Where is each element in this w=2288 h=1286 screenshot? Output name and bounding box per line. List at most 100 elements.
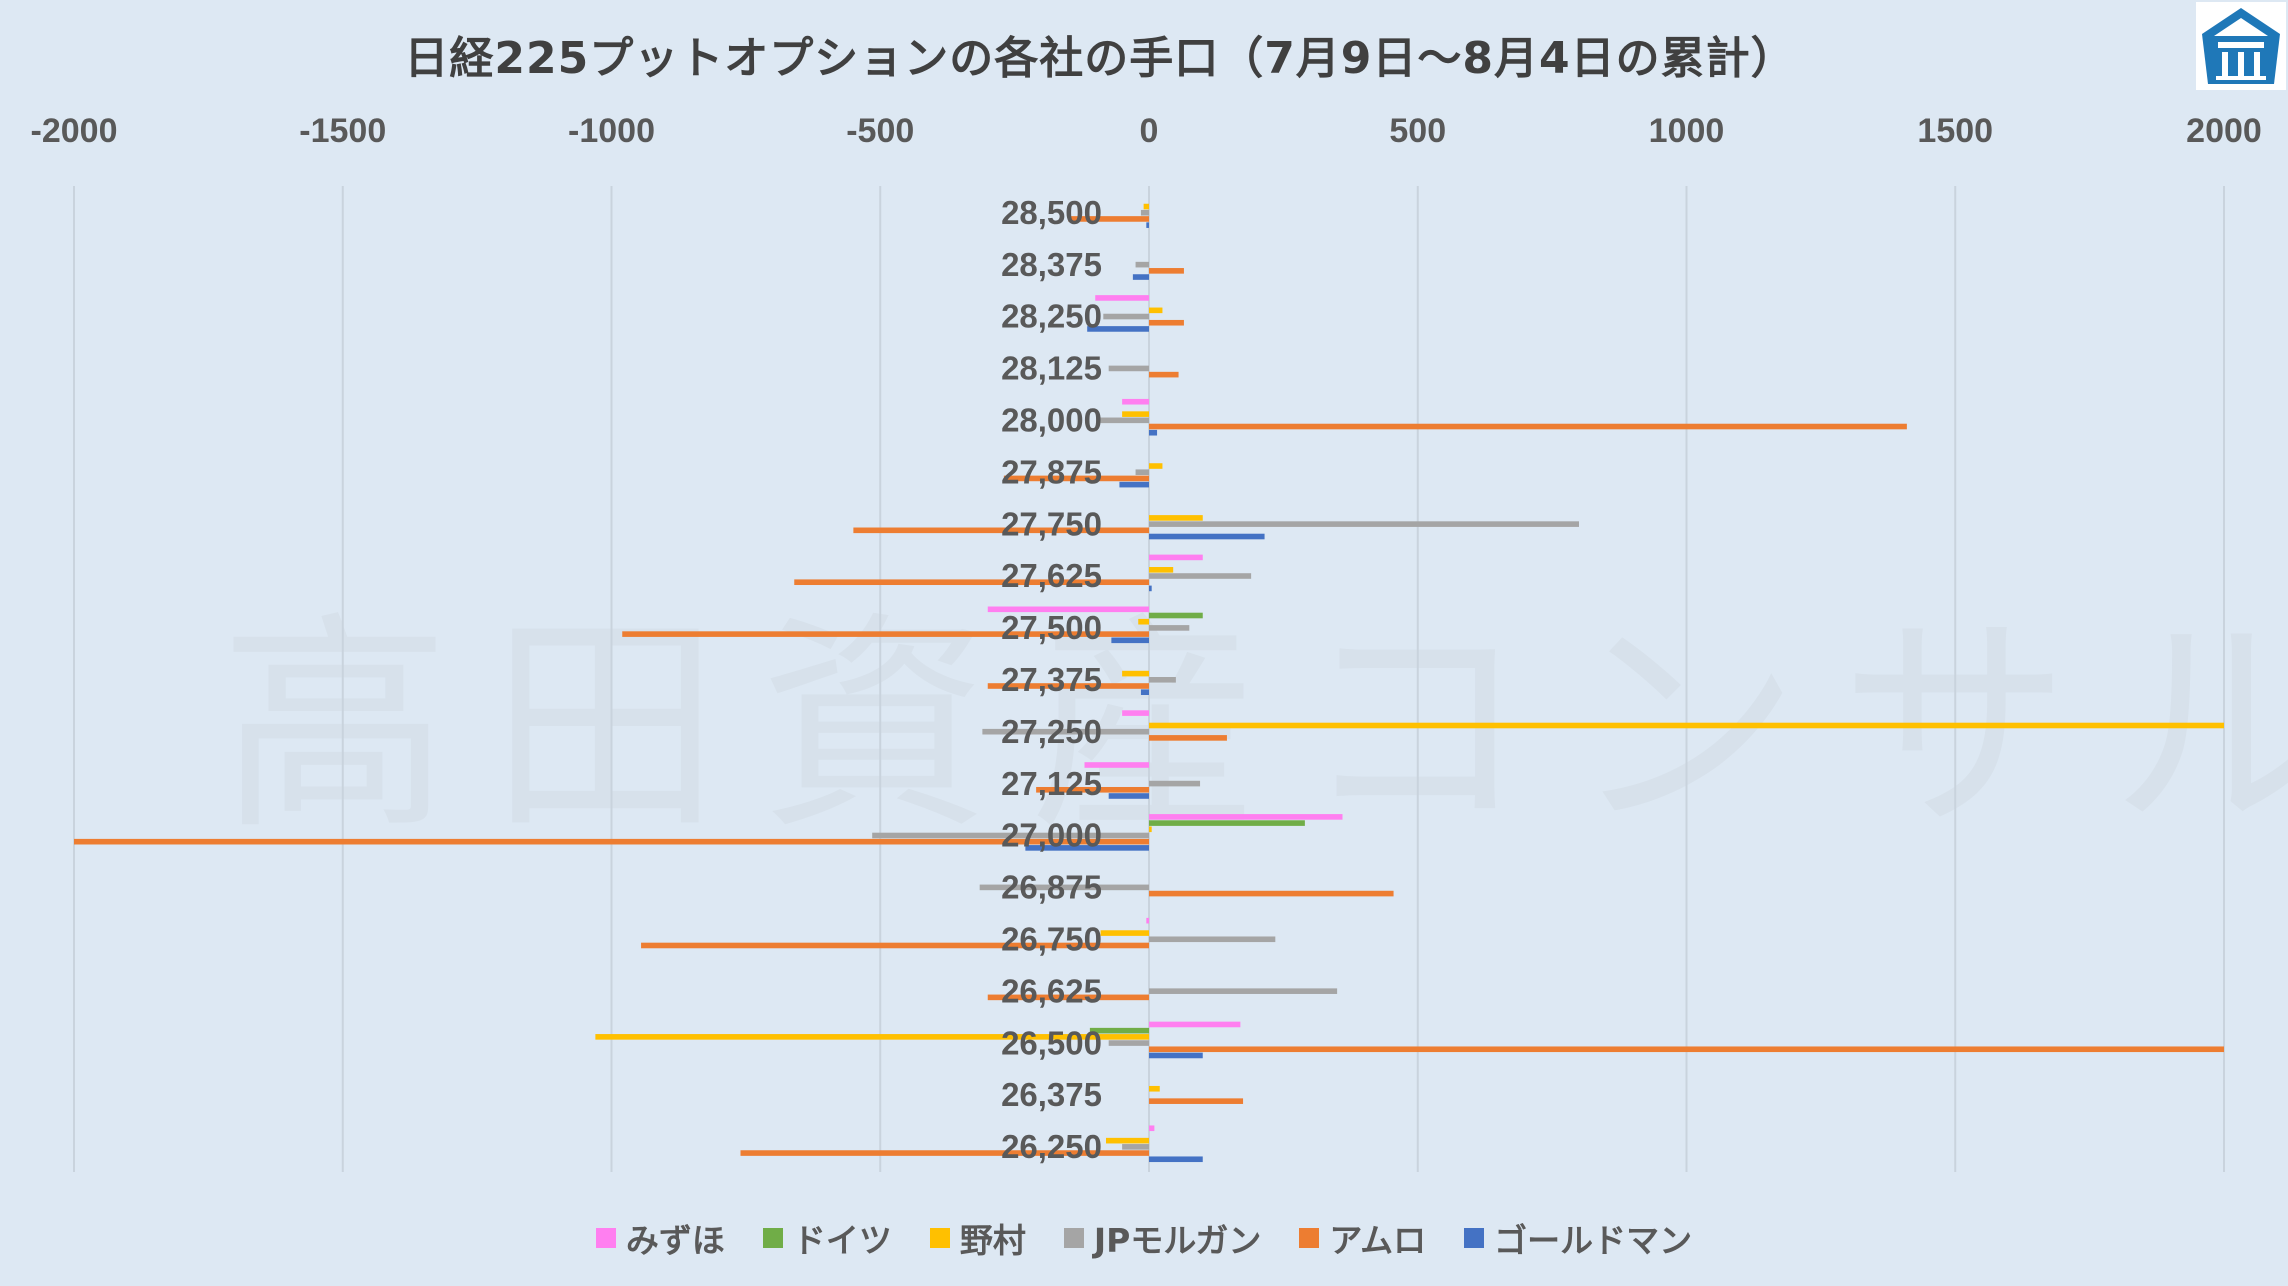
bar: [1149, 1125, 1155, 1132]
bar: [1149, 1052, 1203, 1059]
legend: みずほ ドイツ 野村 JPモルガン アムロ ゴールドマン: [0, 1214, 2288, 1262]
bar: [1132, 274, 1149, 280]
bar: [987, 606, 1149, 613]
bar: [622, 631, 1149, 637]
x-tick-label: 1000: [1649, 112, 1725, 150]
bar: [1149, 612, 1203, 619]
bar: [1108, 793, 1149, 799]
bar: [1149, 1156, 1203, 1163]
bar: [1122, 1144, 1149, 1150]
bar: [1146, 222, 1149, 228]
bar: [1149, 585, 1152, 592]
bar: [1003, 475, 1149, 482]
bar: [1149, 307, 1163, 314]
bar: [1149, 1046, 2224, 1053]
bar: [1140, 689, 1149, 695]
bar: [1135, 261, 1149, 268]
category-label: 26,375: [1001, 1076, 1102, 1113]
legend-item: JPモルガン: [1063, 1214, 1262, 1262]
bar: [1087, 326, 1149, 332]
bar: [595, 1034, 1149, 1040]
bar: [1108, 365, 1149, 372]
bar: [872, 832, 1149, 839]
bar: [74, 838, 1149, 845]
bar: [1089, 1027, 1149, 1034]
category-label: 27,625: [1001, 557, 1102, 594]
bar: [740, 1150, 1149, 1156]
category-label: 26,250: [1001, 1128, 1102, 1165]
legend-swatch: [1299, 1228, 1320, 1248]
category-label: 28,500: [1001, 194, 1102, 231]
bar: [1149, 1098, 1244, 1104]
category-label: 27,875: [1001, 453, 1102, 490]
bar: [987, 683, 1149, 689]
legend-label: JPモルガン: [1093, 1221, 1262, 1260]
bar: [987, 994, 1149, 1001]
legend-item: アムロ: [1299, 1214, 1426, 1262]
bar: [1149, 826, 1152, 833]
bar: [1119, 481, 1149, 488]
bar: [1149, 533, 1265, 540]
bar: [1149, 936, 1276, 943]
category-label: 27,375: [1001, 661, 1102, 698]
bar: [853, 527, 1149, 534]
bar: [1149, 429, 1158, 436]
bar: [1149, 677, 1176, 683]
chart-title: 日経225プットオプションの各社の手口（7月9日～8月4日の累計）: [404, 33, 1796, 84]
bar: [1140, 209, 1149, 216]
bar: [1149, 515, 1203, 521]
category-label: 27,125: [1001, 765, 1102, 802]
bar: [1149, 423, 1907, 430]
bar: [1149, 820, 1305, 826]
bar: [1108, 1040, 1149, 1046]
bar: [1111, 637, 1149, 644]
bar: [1146, 917, 1149, 924]
category-labels: 28,500 28,375 28,250 28,125 28,000 27,875 27,7…: [1001, 194, 1102, 1165]
legend-label: みずほ: [625, 1221, 725, 1260]
category-label: 26,500: [1001, 1024, 1102, 1061]
bar: [794, 579, 1149, 586]
legend-item: ドイツ: [762, 1214, 892, 1262]
legend-label: 野村: [959, 1221, 1026, 1260]
x-tick-label: -2000: [31, 112, 118, 150]
bar: [1149, 814, 1343, 820]
bar: [1149, 567, 1174, 573]
bar: [1122, 670, 1149, 677]
x-tick-label: 1500: [1917, 112, 1993, 150]
bars: [74, 203, 2224, 1163]
category-label: 27,250: [1001, 713, 1102, 750]
bar: [1149, 890, 1394, 897]
legend-item: 野村: [929, 1214, 1026, 1262]
x-tick-label: -500: [846, 112, 914, 150]
category-label: 27,000: [1001, 817, 1102, 854]
legend-swatch: [929, 1228, 950, 1248]
bar: [1100, 417, 1149, 424]
bar: [1025, 845, 1149, 851]
bar: [1149, 463, 1163, 469]
category-label: 28,000: [1001, 402, 1102, 439]
x-tick-label: 2000: [2186, 112, 2262, 150]
bar: [1149, 1085, 1160, 1092]
bar: [1122, 411, 1149, 417]
legend-label: アムロ: [1329, 1221, 1427, 1260]
bar: [1149, 521, 1579, 527]
bar: [1149, 554, 1203, 561]
x-tick-label: 500: [1389, 112, 1446, 150]
legend-swatch: [1464, 1228, 1485, 1248]
bar: [1122, 710, 1149, 716]
bar: [1106, 1137, 1149, 1144]
bar: [1149, 988, 1338, 994]
category-label: 27,750: [1001, 505, 1102, 542]
bar: [1149, 625, 1190, 631]
x-tick-label: -1000: [568, 112, 655, 150]
bar: [982, 728, 1149, 735]
category-label: 28,125: [1001, 350, 1102, 387]
legend-label: ゴールドマン: [1494, 1221, 1693, 1260]
category-label: 26,625: [1001, 972, 1102, 1009]
bar: [1149, 722, 2224, 729]
category-label: 28,375: [1001, 246, 1102, 283]
bar: [1122, 398, 1149, 405]
bar: [1036, 786, 1149, 793]
legend-item: ゴールドマン: [1464, 1214, 1692, 1262]
bar: [1103, 313, 1149, 320]
